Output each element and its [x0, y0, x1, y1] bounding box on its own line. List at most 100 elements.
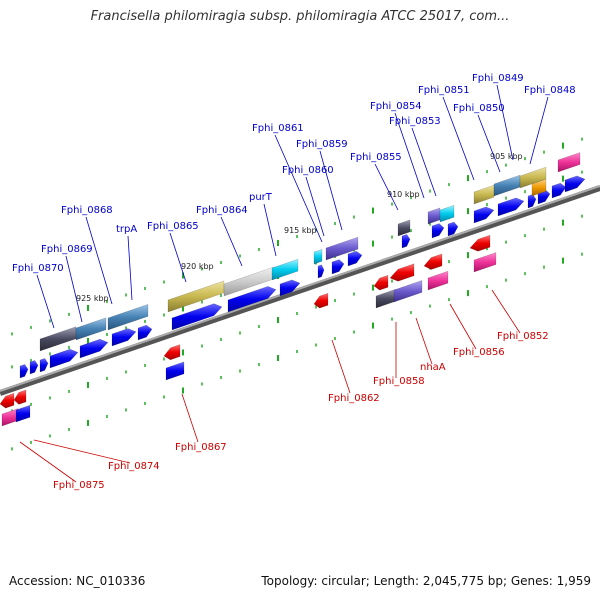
- callout-lines: [19, 84, 549, 483]
- callout-line: [85, 216, 113, 305]
- gene-label: Fphi_0864: [196, 205, 248, 216]
- gene-feature: [1, 408, 19, 427]
- cds-forward-arrow: [19, 364, 29, 379]
- gene-label: Fphi_0859: [296, 139, 348, 150]
- cds-forward-arrow: [79, 338, 109, 359]
- gene-feature: [325, 236, 359, 261]
- callout-line: [220, 216, 243, 267]
- gene-label: Fphi_0862: [328, 393, 380, 404]
- callout-line: [374, 163, 399, 211]
- gene-feature: [39, 326, 77, 352]
- scale-label: 905 kbp: [490, 152, 523, 161]
- callout-line: [331, 339, 351, 394]
- cds-forward-arrow: [49, 348, 79, 369]
- cds-reverse-arrow: [313, 292, 329, 309]
- cds-forward-arrow: [473, 206, 495, 224]
- gene-label: Fphi_0856: [453, 347, 505, 358]
- cds-forward-arrow: [137, 324, 153, 341]
- callout-line: [529, 96, 549, 165]
- gene-label: Fphi_0860: [282, 165, 334, 176]
- gene-feature: [531, 178, 547, 197]
- callout-line: [169, 232, 187, 283]
- gene-feature: [473, 184, 495, 205]
- cds-forward-arrow: [401, 234, 411, 249]
- gene-label: Fphi_0867: [175, 442, 227, 453]
- page-title: Francisella philomiragia subsp. philomir…: [90, 9, 510, 24]
- cds-forward-arrow: [497, 197, 525, 217]
- cds-reverse-arrow: [373, 274, 389, 291]
- gene-feature: [427, 207, 441, 225]
- gene-label: Fphi_0853: [389, 116, 441, 127]
- gene-label: Fphi_0851: [418, 85, 470, 96]
- callout-line: [65, 255, 83, 323]
- cds-forward-arrow: [527, 194, 537, 209]
- gene-feature: [519, 166, 547, 189]
- callout-line: [415, 317, 433, 365]
- callout-line: [477, 114, 501, 173]
- callout-line: [319, 150, 343, 231]
- callout-line: [33, 439, 131, 464]
- scale-label: 910 kbp: [387, 190, 420, 199]
- cds-forward-arrow: [551, 182, 567, 199]
- callout-line: [442, 96, 475, 181]
- callout-line: [449, 303, 477, 350]
- callout-line: [394, 112, 425, 199]
- cds-reverse-arrow: [469, 234, 491, 252]
- gene-label: trpA: [116, 224, 137, 235]
- gene-feature: [557, 152, 581, 173]
- callout-line: [36, 274, 55, 329]
- cds-forward-arrow: [431, 223, 445, 239]
- gene-feature: [75, 317, 107, 341]
- genome-backbone: [0, 185, 600, 396]
- cds-reverse-arrow: [163, 344, 181, 361]
- callout-line: [127, 235, 133, 301]
- cds-reverse-arrow: [0, 392, 15, 409]
- scale-label: 920 kbp: [181, 262, 214, 271]
- genome-summary: Topology: circular; Length: 2,045,775 bp…: [261, 574, 591, 588]
- cds-forward-arrow: [279, 279, 301, 297]
- cds-forward-arrow: [317, 264, 325, 279]
- cds-forward-arrow: [331, 259, 345, 275]
- callout-line: [19, 441, 77, 483]
- gene-feature: [313, 248, 323, 265]
- gene-feature: [493, 174, 521, 197]
- gene-feature: [439, 204, 455, 223]
- callout-line: [305, 176, 325, 237]
- gene-features: [0, 152, 586, 427]
- callout-line: [263, 203, 277, 257]
- callout-line: [181, 393, 199, 443]
- cds-forward-arrow: [447, 221, 459, 237]
- gene-label: Fphi_0855: [350, 152, 402, 163]
- gene-label: Fphi_0874: [108, 461, 160, 472]
- gene-label: Fphi_0858: [373, 376, 425, 387]
- accession-text: Accession: NC_010336: [9, 574, 146, 588]
- gene-feature: [397, 219, 411, 237]
- gene-label: Fphi_0869: [41, 244, 93, 255]
- scale-label: 915 kbp: [284, 226, 317, 235]
- gene-label: nhaA: [420, 362, 446, 373]
- cds-forward-arrow: [171, 303, 223, 331]
- gene-label: Fphi_0870: [12, 263, 64, 274]
- cds-forward-arrow: [347, 250, 363, 267]
- cds-forward-arrow: [564, 175, 586, 193]
- gene-feature: [107, 303, 149, 331]
- scale-ticks: [11, 137, 583, 451]
- cds-forward-arrow: [227, 286, 277, 313]
- callout-line: [491, 289, 521, 334]
- gene-label: purT: [249, 192, 273, 203]
- gene-label: Fphi_0849: [472, 73, 524, 84]
- scale-labels: 905 kbp 910 kbp 915 kbp 920 kbp 925 kbp: [76, 152, 523, 303]
- gene-label: Fphi_0848: [524, 85, 576, 96]
- callout-line: [496, 84, 514, 161]
- gene-label: Fphi_0852: [497, 331, 549, 342]
- cds-reverse-arrow: [389, 263, 415, 282]
- gene-feature: [473, 252, 497, 273]
- callout-line: [274, 134, 323, 243]
- gene-label: Fphi_0854: [370, 101, 422, 112]
- gene-feature: [271, 258, 299, 281]
- gene-feature: [393, 280, 423, 303]
- gene-feature: [375, 288, 397, 309]
- cds-reverse-arrow: [13, 389, 27, 405]
- gene-label: Fphi_0861: [252, 123, 304, 134]
